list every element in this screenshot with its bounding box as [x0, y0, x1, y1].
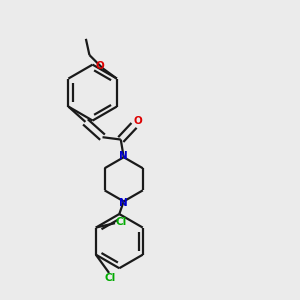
Text: N: N	[119, 151, 128, 161]
Text: N: N	[119, 198, 128, 208]
Text: O: O	[134, 116, 142, 126]
Text: Cl: Cl	[105, 273, 116, 283]
Text: O: O	[96, 61, 105, 71]
Text: Cl: Cl	[115, 217, 127, 227]
